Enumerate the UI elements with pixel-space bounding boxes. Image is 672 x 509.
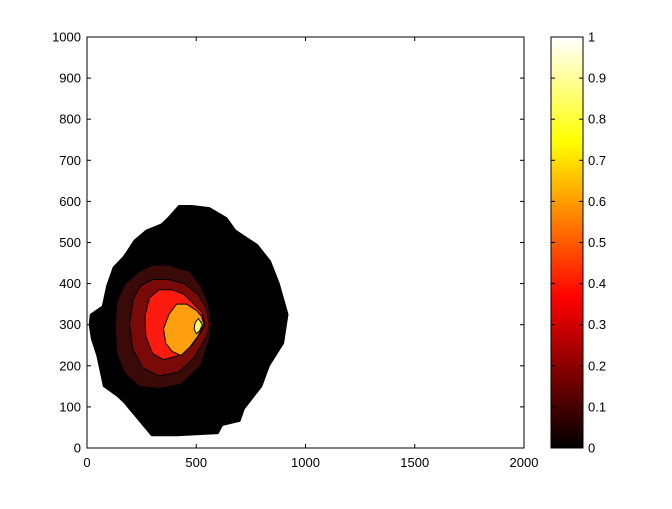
colorbar-tick-label: 1 [588,30,595,45]
colorbar-tick-label: 0 [588,441,595,456]
colorbar-tick-label: 0.5 [588,235,606,250]
x-tick-label: 2000 [510,455,539,470]
x-axis-ticks: 0 500 1000 1500 2000 [83,37,538,470]
y-tick-label: 1000 [52,30,81,45]
y-tick-label: 700 [59,153,81,168]
colorbar-gradient [551,37,583,448]
colorbar-tick-label: 0.7 [588,153,606,168]
colorbar-tick-label: 0.1 [588,399,606,414]
x-tick-label: 1500 [400,455,429,470]
y-axis-ticks: 0 100 200 300 400 500 600 700 800 900 1000 [52,30,524,456]
y-tick-label: 900 [59,71,81,86]
y-tick-label: 300 [59,317,81,332]
y-tick-label: 800 [59,112,81,127]
x-tick-label: 0 [83,455,90,470]
y-tick-label: 600 [59,194,81,209]
colorbar-tick-label: 0.3 [588,317,606,332]
y-tick-label: 0 [74,441,81,456]
contour-level-5 [193,318,203,335]
colorbar-tick-label: 0.9 [588,71,606,86]
colorbar-tick-label: 0.2 [588,358,606,373]
colorbar-ticks: 0 0.1 0.2 0.3 0.4 0.5 0.6 0.7 0.8 0.9 1 [551,30,606,456]
plot-area: 0 500 1000 1500 2000 0 100 200 300 400 500 600 700 8… [52,30,538,471]
y-tick-label: 100 [59,399,81,414]
y-tick-label: 500 [59,235,81,250]
colorbar-tick-label: 0.8 [588,112,606,127]
contour-level-4 [163,303,205,356]
y-tick-label: 400 [59,276,81,291]
colorbar: 0 0.1 0.2 0.3 0.4 0.5 0.6 0.7 0.8 0.9 1 [550,30,606,456]
y-tick-label: 200 [59,358,81,373]
colorbar-tick-label: 0.6 [588,194,606,209]
contour-layers [88,205,289,437]
x-tick-label: 1000 [291,455,320,470]
colorbar-tick-label: 0.4 [588,276,606,291]
x-tick-label: 500 [185,455,207,470]
